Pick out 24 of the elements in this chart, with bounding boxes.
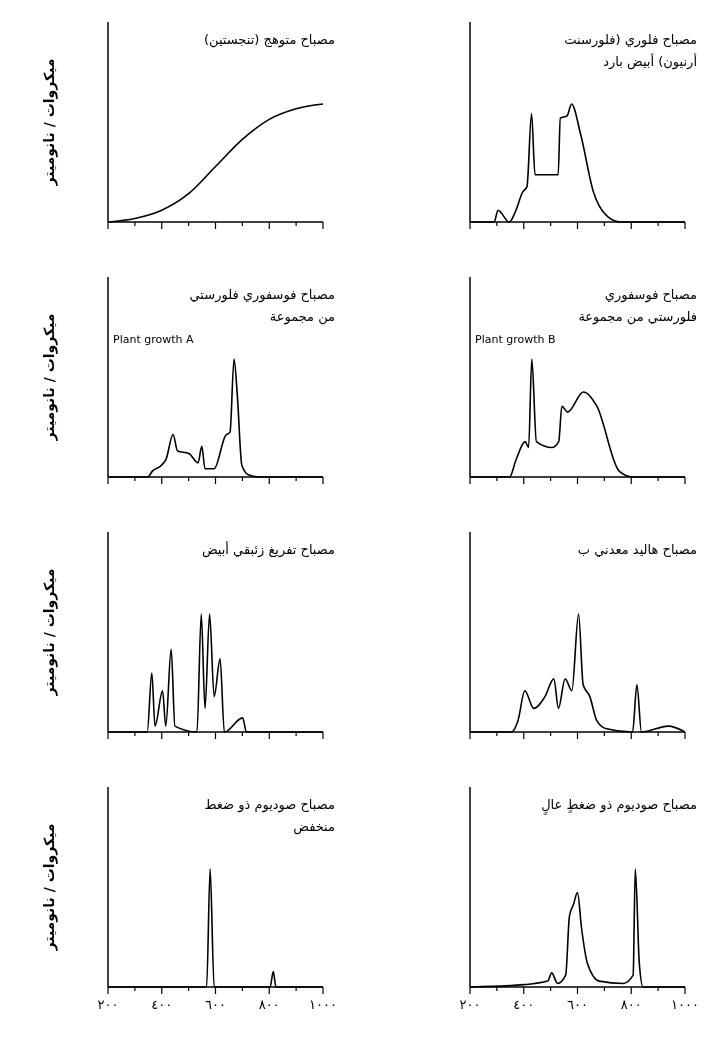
y-axis-title: ميكروات / نانوميتر [41,568,58,697]
chart-title: مصباح متوهج (تنجستين) [203,32,335,48]
x-tick-label: ٤٠٠ [513,997,535,1012]
x-tick-label: ٦٠٠ [205,997,226,1012]
x-tick-label: ١٠٠٠ [309,997,337,1012]
chart-title: مصباح فوسفوري فلورستي من مجموعة [189,287,335,325]
text: Plant growth B [475,333,556,346]
x-tick-label: ٦٠٠ [567,997,588,1012]
y-axis-title: ميكروات / نانوميتر [41,58,58,187]
chart-title: مصباح صوديوم ذو ضغطٍ عالٍ [541,797,697,816]
chart-title: مصباح هاليد معدني ب [577,542,697,558]
x-tick-label: ٢٠٠ [97,997,119,1012]
x-tick-label: ٨٠٠ [620,997,642,1012]
chart-title: مصباح فلوري (فلورسنت أرنيون) أبيض بارد [564,32,697,70]
y-axis-title: ميكروات / نانوميتر [41,823,58,952]
y-axis-title: ميكروات / نانوميتر [41,313,58,442]
chart-title: مصباح تفريغ زئبقي أبيض [201,541,335,558]
x-tick-label: ٤٠٠ [151,997,173,1012]
chart-title: مصباح صوديوم ذو ضغط منخفض [204,797,335,835]
x-tick-label: ١٠٠٠ [671,997,699,1012]
x-tick-label: ٨٠٠ [258,997,280,1012]
x-tick-label: ٢٠٠ [459,997,481,1012]
text: Plant growth A [113,333,194,346]
chart-title: مصباح فوسفوري فلورستي من مجموعة [578,287,697,325]
